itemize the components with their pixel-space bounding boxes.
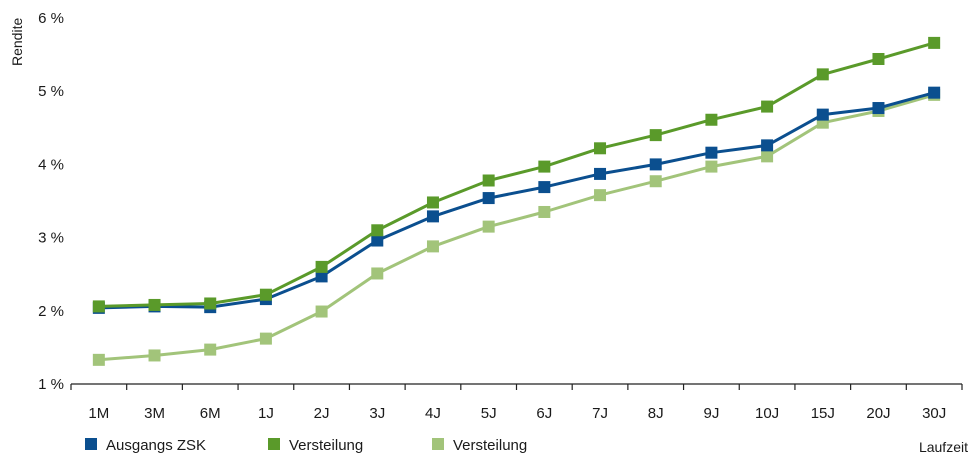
data-point	[594, 189, 607, 202]
data-point	[482, 192, 495, 205]
legend-label: Ausgangs ZSK	[106, 437, 206, 454]
y-tick-label: 1 %	[38, 376, 64, 393]
legend-swatch	[85, 438, 97, 450]
x-axis: 1M 3M 6M 1J 2J 3J 4J 5J 6J 7J 8J 9J 10J 15J 20J 30J	[70, 383, 963, 422]
legend-item: Versteilung	[432, 437, 527, 454]
data-point	[705, 146, 718, 159]
x-tick-label: 1J	[258, 405, 274, 422]
legend-item: Ausgangs ZSK	[85, 437, 206, 454]
y-tick-label: 3 %	[38, 230, 64, 247]
y-tick-label: 4 %	[38, 156, 64, 173]
data-point	[594, 142, 607, 155]
data-point	[594, 167, 607, 180]
data-point	[482, 174, 495, 187]
data-point	[92, 300, 105, 313]
x-tick-label: 1M	[88, 405, 109, 422]
data-point	[649, 129, 662, 142]
data-point	[315, 305, 328, 318]
legend-item: Versteilung	[268, 437, 363, 454]
data-point	[426, 210, 439, 223]
data-point	[538, 205, 551, 218]
x-tick-label: 20J	[866, 405, 890, 422]
data-point	[204, 297, 217, 310]
x-tick-label: 5J	[481, 405, 497, 422]
x-tick-label: 3J	[369, 405, 385, 422]
legend-swatch	[268, 438, 280, 450]
series-layer	[92, 36, 941, 366]
data-point	[649, 175, 662, 188]
legend-swatch	[432, 438, 444, 450]
data-point	[816, 108, 829, 121]
x-tick-label: 9J	[703, 405, 719, 422]
data-point	[315, 260, 328, 273]
data-point	[705, 113, 718, 126]
data-point	[259, 332, 272, 345]
data-point	[872, 52, 885, 65]
x-tick-label: 4J	[425, 405, 441, 422]
data-point	[315, 270, 328, 283]
data-point	[426, 196, 439, 209]
data-point	[371, 224, 384, 237]
legend: Ausgangs ZSK Versteilung Versteilung	[85, 437, 527, 454]
data-point	[761, 100, 774, 113]
data-point	[482, 220, 495, 233]
data-point	[761, 150, 774, 163]
data-point	[538, 181, 551, 194]
legend-label: Versteilung	[289, 437, 363, 454]
y-tick-label: 5 %	[38, 83, 64, 100]
series-1	[92, 86, 941, 314]
x-axis-title: Laufzeit	[919, 439, 968, 455]
y-axis-title: Rendite	[9, 18, 25, 66]
x-tick-label: 10J	[755, 405, 779, 422]
x-tick-label: 3M	[144, 405, 165, 422]
data-point	[259, 288, 272, 301]
x-tick-label: 8J	[648, 405, 664, 422]
data-point	[705, 160, 718, 173]
x-tick-label: 30J	[922, 405, 946, 422]
x-tick-label: 6J	[536, 405, 552, 422]
y-axis: 1 % 2 % 3 % 4 % 5 % 6 %	[38, 10, 64, 393]
data-point	[204, 343, 217, 356]
data-point	[761, 139, 774, 152]
data-point	[538, 160, 551, 173]
series-line	[98, 91, 935, 310]
series-line	[98, 41, 935, 308]
data-point	[148, 349, 161, 362]
data-point	[371, 234, 384, 247]
data-point	[928, 36, 941, 49]
data-point	[148, 298, 161, 311]
data-point	[872, 102, 885, 115]
x-tick-label: 15J	[811, 405, 835, 422]
data-point	[649, 158, 662, 171]
x-tick-label: 7J	[592, 405, 608, 422]
data-point	[426, 240, 439, 253]
y-tick-label: 6 %	[38, 10, 64, 27]
x-tick-label: 6M	[200, 405, 221, 422]
data-point	[371, 267, 384, 280]
series-line	[98, 93, 935, 362]
series-2	[92, 36, 941, 313]
data-point	[816, 68, 829, 81]
data-point	[92, 353, 105, 366]
x-tick-label: 2J	[314, 405, 330, 422]
y-tick-label: 2 %	[38, 303, 64, 320]
data-point	[928, 86, 941, 99]
series-3	[92, 88, 941, 366]
data-point	[816, 116, 829, 129]
legend-label: Versteilung	[453, 437, 527, 454]
